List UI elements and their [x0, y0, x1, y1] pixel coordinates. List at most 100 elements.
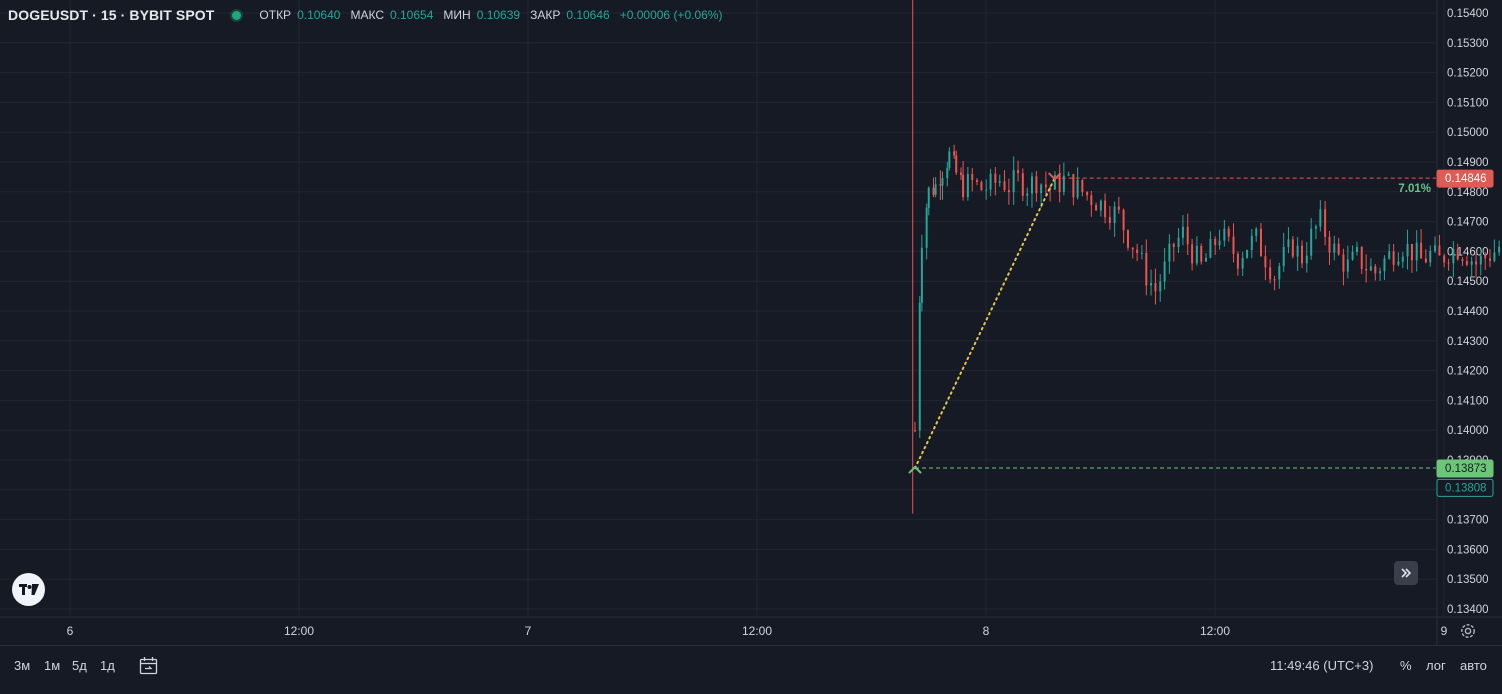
candle-body — [1140, 252, 1143, 254]
market-status-icon[interactable] — [232, 10, 242, 20]
trade-percent-label: 7.01% — [1398, 183, 1431, 195]
candle-body — [1035, 176, 1038, 194]
grid-lines — [0, 0, 1445, 617]
entry-arrow-icon — [908, 465, 922, 474]
candle-body — [1044, 184, 1047, 188]
candle-body — [948, 151, 951, 169]
trade-path-line — [914, 177, 1056, 470]
candle-body — [1017, 170, 1020, 174]
candle-body — [932, 187, 935, 195]
candle-body — [1223, 228, 1226, 241]
candle-body — [989, 173, 992, 190]
candle-body — [1163, 261, 1166, 282]
candle-body — [1058, 175, 1061, 192]
candle-body — [1168, 243, 1171, 262]
candle-body — [1301, 245, 1304, 264]
candle-body — [1099, 200, 1102, 211]
candle-body — [1259, 228, 1262, 257]
clock-timezone[interactable]: 11:49:46 (UTC+3) — [1270, 658, 1374, 673]
candle-body — [1214, 239, 1217, 246]
candle-body — [1012, 170, 1015, 192]
range-button-1m[interactable]: 1м — [44, 658, 61, 673]
range-button-1d[interactable]: 1д — [100, 658, 115, 673]
price-labels: 7.01% 0.14846 0.13873 0.13808 — [1398, 169, 1494, 497]
candle-body — [1379, 271, 1382, 274]
open-label: ОТКР — [259, 8, 292, 22]
log-scale-toggle[interactable]: лог — [1426, 658, 1446, 673]
date-range-calendar-icon[interactable] — [138, 655, 160, 677]
candle-body — [1465, 261, 1468, 265]
candle-body — [1456, 248, 1459, 260]
candle-body — [1081, 179, 1084, 193]
candle-body — [1264, 256, 1267, 268]
candle-body — [1040, 184, 1043, 194]
price-chart[interactable]: 0.134000.135000.136000.137000.138000.139… — [0, 0, 1502, 645]
candle-body — [998, 181, 1001, 183]
candle-body — [1246, 249, 1249, 258]
candle-body — [1406, 243, 1409, 257]
high-label: МАКС — [350, 8, 384, 22]
candle-body — [1145, 252, 1148, 286]
candle-body — [1095, 204, 1098, 211]
range-button-3m[interactable]: 3м — [14, 658, 31, 673]
scroll-to-realtime-button[interactable] — [1394, 561, 1418, 585]
price-tick-label: 0.15000 — [1447, 127, 1489, 139]
candle-body — [971, 173, 974, 181]
current-price-tag: 0.13808 — [1445, 482, 1487, 494]
candle-body — [1062, 175, 1065, 192]
candle-body — [1278, 266, 1281, 280]
candle-body — [1209, 239, 1212, 258]
price-tick-label: 0.15300 — [1447, 38, 1489, 50]
candle-body — [966, 173, 969, 198]
candle-body — [1232, 236, 1235, 254]
candle-body — [1392, 251, 1395, 265]
symbol-title[interactable]: DOGEUSDT · 15 · BYBIT SPOT — [8, 7, 215, 23]
candle-body — [994, 173, 997, 183]
candle-body — [1131, 247, 1134, 250]
high-value: 0.10654 — [390, 8, 434, 22]
candle-body — [1360, 246, 1363, 269]
candle-body — [1420, 242, 1423, 259]
candle-body — [1346, 259, 1349, 272]
candle-body — [1150, 283, 1153, 286]
candle-body — [1397, 261, 1400, 265]
candle-body — [1333, 243, 1336, 253]
price-tick-label: 0.14900 — [1447, 157, 1489, 169]
candle-body — [1415, 242, 1418, 261]
range-button-5d[interactable]: 5д — [72, 658, 87, 673]
candle-body — [1493, 252, 1496, 261]
candle-body — [1319, 209, 1322, 227]
percent-scale-toggle[interactable]: % — [1400, 658, 1412, 673]
candle-body — [941, 178, 944, 186]
candle-body — [1424, 258, 1427, 263]
change-value: +0.00006 (+0.06%) — [619, 8, 723, 22]
candle-body — [1021, 173, 1024, 196]
candle-body — [1282, 246, 1285, 267]
candle-body — [1086, 192, 1089, 196]
candle-body — [1030, 176, 1033, 194]
price-tick-label: 0.15200 — [1447, 68, 1489, 80]
candle-body — [1401, 256, 1404, 262]
candle-body — [1443, 255, 1446, 263]
candle-body — [1452, 248, 1455, 264]
settings-gear-icon[interactable] — [1459, 622, 1477, 640]
price-tick-label: 0.15100 — [1447, 97, 1489, 109]
candle-body — [1177, 237, 1180, 248]
candle-body — [1227, 228, 1230, 237]
candle-body — [1470, 261, 1473, 265]
bottom-toolbar: 3м 1м 5д 1д 11:49:46 (UTC+3) % лог авто — [0, 645, 1502, 694]
candle-body — [1434, 245, 1437, 251]
candle-body — [1337, 243, 1340, 255]
trade-overlay — [908, 172, 1436, 474]
candle-body — [1273, 279, 1276, 281]
tradingview-logo-icon[interactable] — [12, 573, 45, 606]
candle-body — [985, 189, 988, 191]
candle-body — [953, 151, 956, 156]
candle-body — [1287, 239, 1290, 247]
current-price-tag-box — [1436, 478, 1494, 497]
auto-scale-toggle[interactable]: авто — [1460, 658, 1487, 673]
candle-body — [1365, 268, 1368, 271]
price-tick-label: 0.13600 — [1447, 544, 1489, 556]
candle-body — [1108, 217, 1111, 223]
candle-body — [1072, 174, 1075, 198]
